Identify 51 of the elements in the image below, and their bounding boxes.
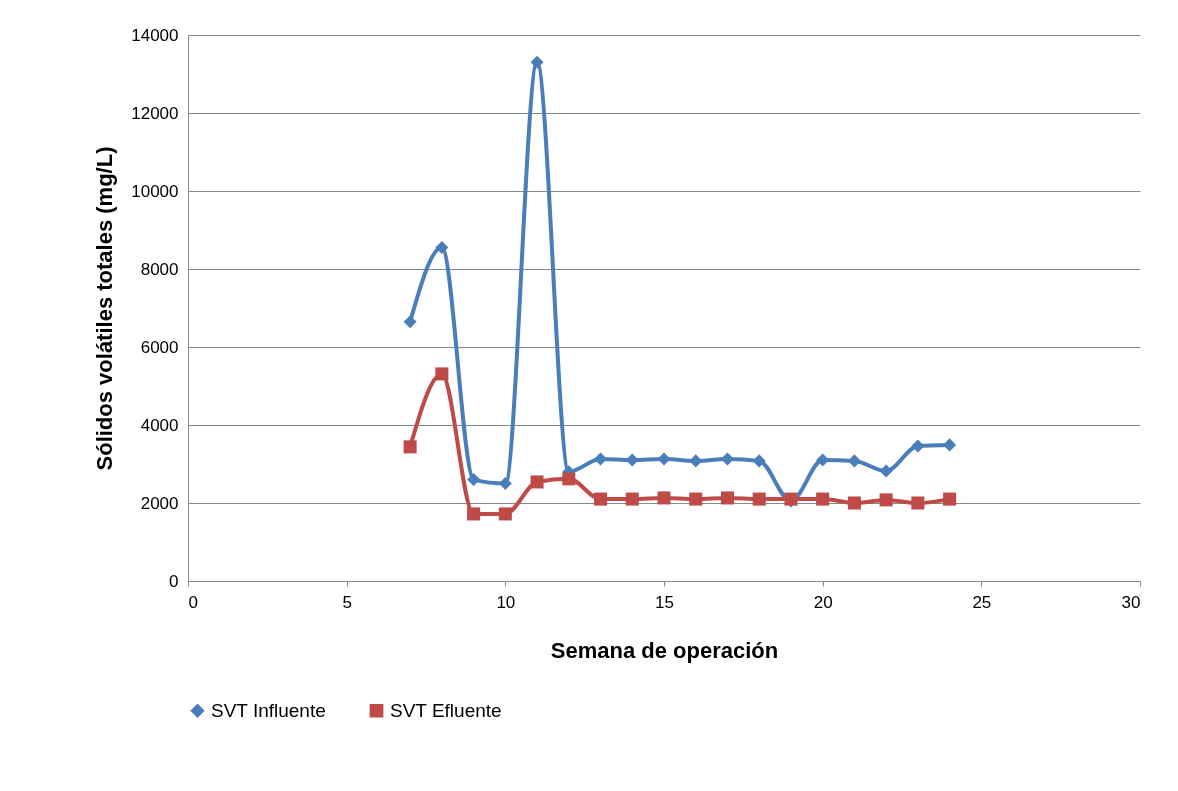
point bbox=[752, 492, 766, 506]
legend-label: SVT Influente bbox=[211, 699, 326, 721]
point bbox=[562, 472, 576, 486]
point bbox=[816, 492, 830, 506]
point bbox=[911, 439, 925, 453]
y-axis-title: Sólidos volátiles totales (mg/L) bbox=[92, 146, 118, 471]
point bbox=[879, 464, 893, 478]
x-tick-label: 5 bbox=[342, 592, 352, 612]
x-tick-label: 30 bbox=[1121, 592, 1141, 612]
x-axis-title: Semana de operación bbox=[550, 637, 779, 663]
point bbox=[435, 241, 449, 255]
point bbox=[467, 473, 481, 487]
point bbox=[467, 507, 481, 521]
point bbox=[879, 493, 893, 507]
x-tick-label: 20 bbox=[813, 592, 833, 612]
point bbox=[847, 454, 861, 468]
point bbox=[943, 438, 957, 452]
y-tick-label: 12000 bbox=[131, 103, 179, 123]
x-tick-label: 10 bbox=[496, 592, 516, 612]
y-tick-label: 14000 bbox=[131, 25, 179, 45]
point bbox=[689, 492, 703, 506]
point bbox=[689, 454, 703, 468]
point bbox=[594, 492, 608, 506]
point bbox=[403, 440, 417, 454]
x-tick-label: 25 bbox=[972, 592, 992, 612]
point bbox=[498, 507, 512, 521]
point bbox=[625, 492, 639, 506]
point bbox=[403, 315, 417, 329]
y-tick-label: 4000 bbox=[140, 415, 179, 435]
x-tick-label: 15 bbox=[655, 592, 674, 612]
y-tick-label: 0 bbox=[169, 571, 179, 591]
point bbox=[530, 475, 544, 489]
point bbox=[435, 367, 449, 381]
point bbox=[943, 492, 957, 506]
point bbox=[594, 452, 608, 466]
point bbox=[816, 453, 830, 467]
y-tick-label: 2000 bbox=[140, 493, 179, 513]
y-tick-label: 6000 bbox=[140, 337, 179, 357]
point bbox=[657, 491, 671, 505]
point bbox=[911, 496, 925, 510]
point bbox=[657, 452, 671, 466]
point bbox=[720, 452, 734, 466]
point bbox=[530, 55, 544, 69]
point bbox=[720, 491, 734, 505]
point bbox=[752, 454, 766, 468]
legend-label: SVT Efluente bbox=[390, 699, 502, 721]
y-tick-label: 10000 bbox=[131, 181, 179, 201]
y-tick-label: 8000 bbox=[140, 259, 179, 279]
x-tick-label: 0 bbox=[188, 592, 198, 612]
point bbox=[847, 496, 861, 510]
point bbox=[498, 476, 512, 491]
